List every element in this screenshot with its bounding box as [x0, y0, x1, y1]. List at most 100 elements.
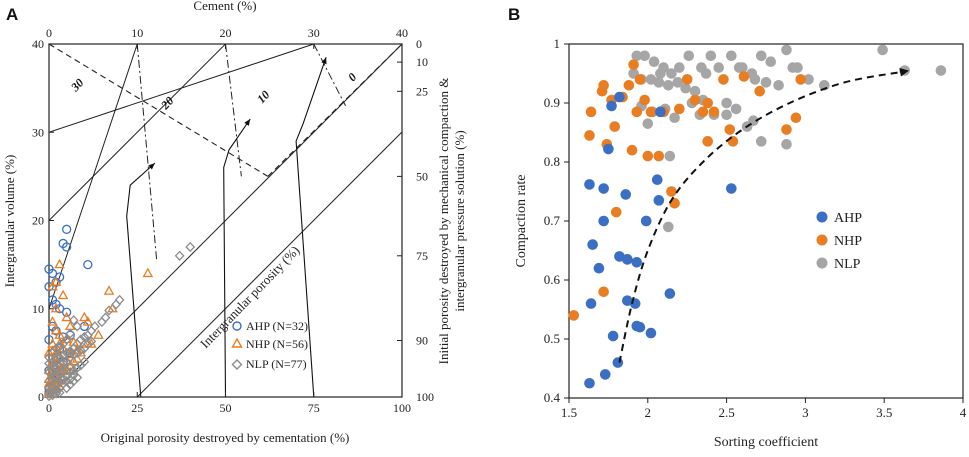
a-point-ahp [62, 307, 72, 317]
a-right-tick-label: 75 [416, 249, 428, 263]
a-point-nlp [68, 375, 79, 387]
a-x-tick-label: 0 [46, 401, 52, 415]
b-point-nlp [689, 85, 701, 97]
b-legend-nlp-marker [816, 257, 828, 269]
a-point-nhp [61, 311, 72, 322]
b-point-ahp [587, 239, 598, 250]
b-point-ahp [603, 143, 614, 155]
a-point-nhp [57, 289, 69, 300]
a-contour-label-0: 0 [345, 70, 359, 84]
b-point-ahp [598, 183, 609, 194]
b-point-nhp [674, 103, 685, 115]
b-point-nhp [584, 130, 595, 141]
b-point-nlp [803, 74, 814, 85]
a-right-tick-label: 0 [416, 37, 422, 51]
b-point-nlp [648, 56, 660, 67]
a-evolution-arrowhead [148, 163, 155, 170]
b-point-nhp [642, 150, 654, 162]
b-points [568, 44, 947, 389]
a-point-ahp [44, 282, 54, 292]
a-point-nlp [44, 390, 54, 402]
b-point-nhp [598, 286, 609, 298]
b-point-nlp [639, 50, 650, 62]
a-point-nlp [68, 315, 79, 326]
b-point-nhp [724, 124, 736, 135]
a-legend-nhp-marker [231, 337, 243, 348]
b-point-nhp [702, 136, 713, 147]
b-plot-frame [568, 43, 964, 399]
a-point-nhp [78, 311, 90, 322]
b-point-ahp [584, 179, 595, 190]
a-porosity-line [136, 131, 403, 398]
a-overlay-lines [48, 43, 403, 398]
b-point-nhp [702, 97, 713, 109]
a-point-nlp [68, 365, 79, 376]
b-point-nhp [645, 106, 657, 118]
b-point-nlp [669, 112, 680, 124]
b-point-nhp [754, 85, 765, 97]
b-point-nlp [935, 65, 947, 76]
b-legend-nhp-marker [816, 234, 828, 246]
b-point-nlp [773, 80, 784, 91]
a-point-nlp [114, 294, 125, 306]
a-point-nhp [50, 276, 62, 286]
a-point-ahp [62, 224, 72, 234]
a-point-nlp [72, 372, 83, 383]
b-legend-nhp-label: NHP [834, 234, 862, 249]
b-point-nlp [781, 44, 792, 56]
a-cement-contour [136, 43, 158, 261]
b-point-ahp [606, 100, 617, 112]
a-point-nlp [75, 345, 86, 356]
b-legend: AHP NHP NLP [816, 211, 862, 272]
a-legend-nlp-marker [231, 359, 243, 370]
b-y-tick-label: 0.6 [544, 272, 561, 287]
b-y-tick-label: 0.9 [544, 95, 560, 110]
a-right-tick-label: 90 [416, 334, 428, 348]
a-point-nhp [47, 280, 58, 291]
b-point-nhp [631, 106, 643, 118]
a-point-nlp [65, 328, 76, 339]
a-points [43, 224, 196, 402]
b-point-nlp [655, 68, 666, 79]
a-legend: AHP (N=32) NHP (N=56) NLP (N=77) [231, 319, 308, 371]
a-intergranular-porosity-label: Intergranular porosity (%) [197, 243, 302, 351]
a-point-nlp [104, 305, 114, 316]
a-point-nhp [82, 316, 94, 326]
b-point-nhp [623, 80, 635, 91]
b-point-ahp [631, 257, 643, 268]
b-point-nlp [674, 62, 685, 73]
b-legend-ahp-marker [816, 211, 828, 223]
a-right-tick-label: 100 [416, 390, 434, 404]
a-point-nlp [97, 316, 107, 328]
a-point-nlp [54, 387, 65, 398]
a-x-tick-label: 100 [393, 401, 411, 415]
b-point-nlp [662, 80, 674, 91]
a-point-nlp [68, 349, 79, 360]
a-point-nlp [82, 338, 93, 350]
a-y-tick-label: 30 [32, 125, 44, 139]
a-x-tick-label: 75 [308, 401, 320, 415]
b-point-ahp [640, 215, 652, 227]
a-legend-ahp-label: AHP (N=32) [246, 319, 308, 333]
b-point-ahp [653, 195, 665, 206]
a-top-tick-label: 0 [46, 26, 52, 40]
a-top-tick-label: 30 [308, 26, 320, 40]
b-point-nlp [755, 136, 767, 147]
b-point-nlp [653, 77, 665, 88]
a-porosity-line [48, 43, 403, 398]
a-point-ahp [54, 304, 65, 314]
a-contour-label-10: 10 [254, 88, 272, 106]
b-y-tick-label: 0.5 [544, 331, 560, 346]
a-point-nhp [142, 267, 154, 278]
b-point-nhp [718, 74, 729, 85]
b-point-nlp [721, 97, 732, 109]
b-point-nlp [733, 62, 745, 73]
b-point-nlp [781, 139, 792, 150]
a-porosity-line [48, 43, 314, 133]
b-trend-arrowhead [899, 67, 910, 77]
b-point-nhp [727, 136, 739, 147]
b-point-nhp [795, 74, 806, 85]
a-point-nlp [79, 356, 90, 367]
b-point-ahp [664, 288, 676, 299]
